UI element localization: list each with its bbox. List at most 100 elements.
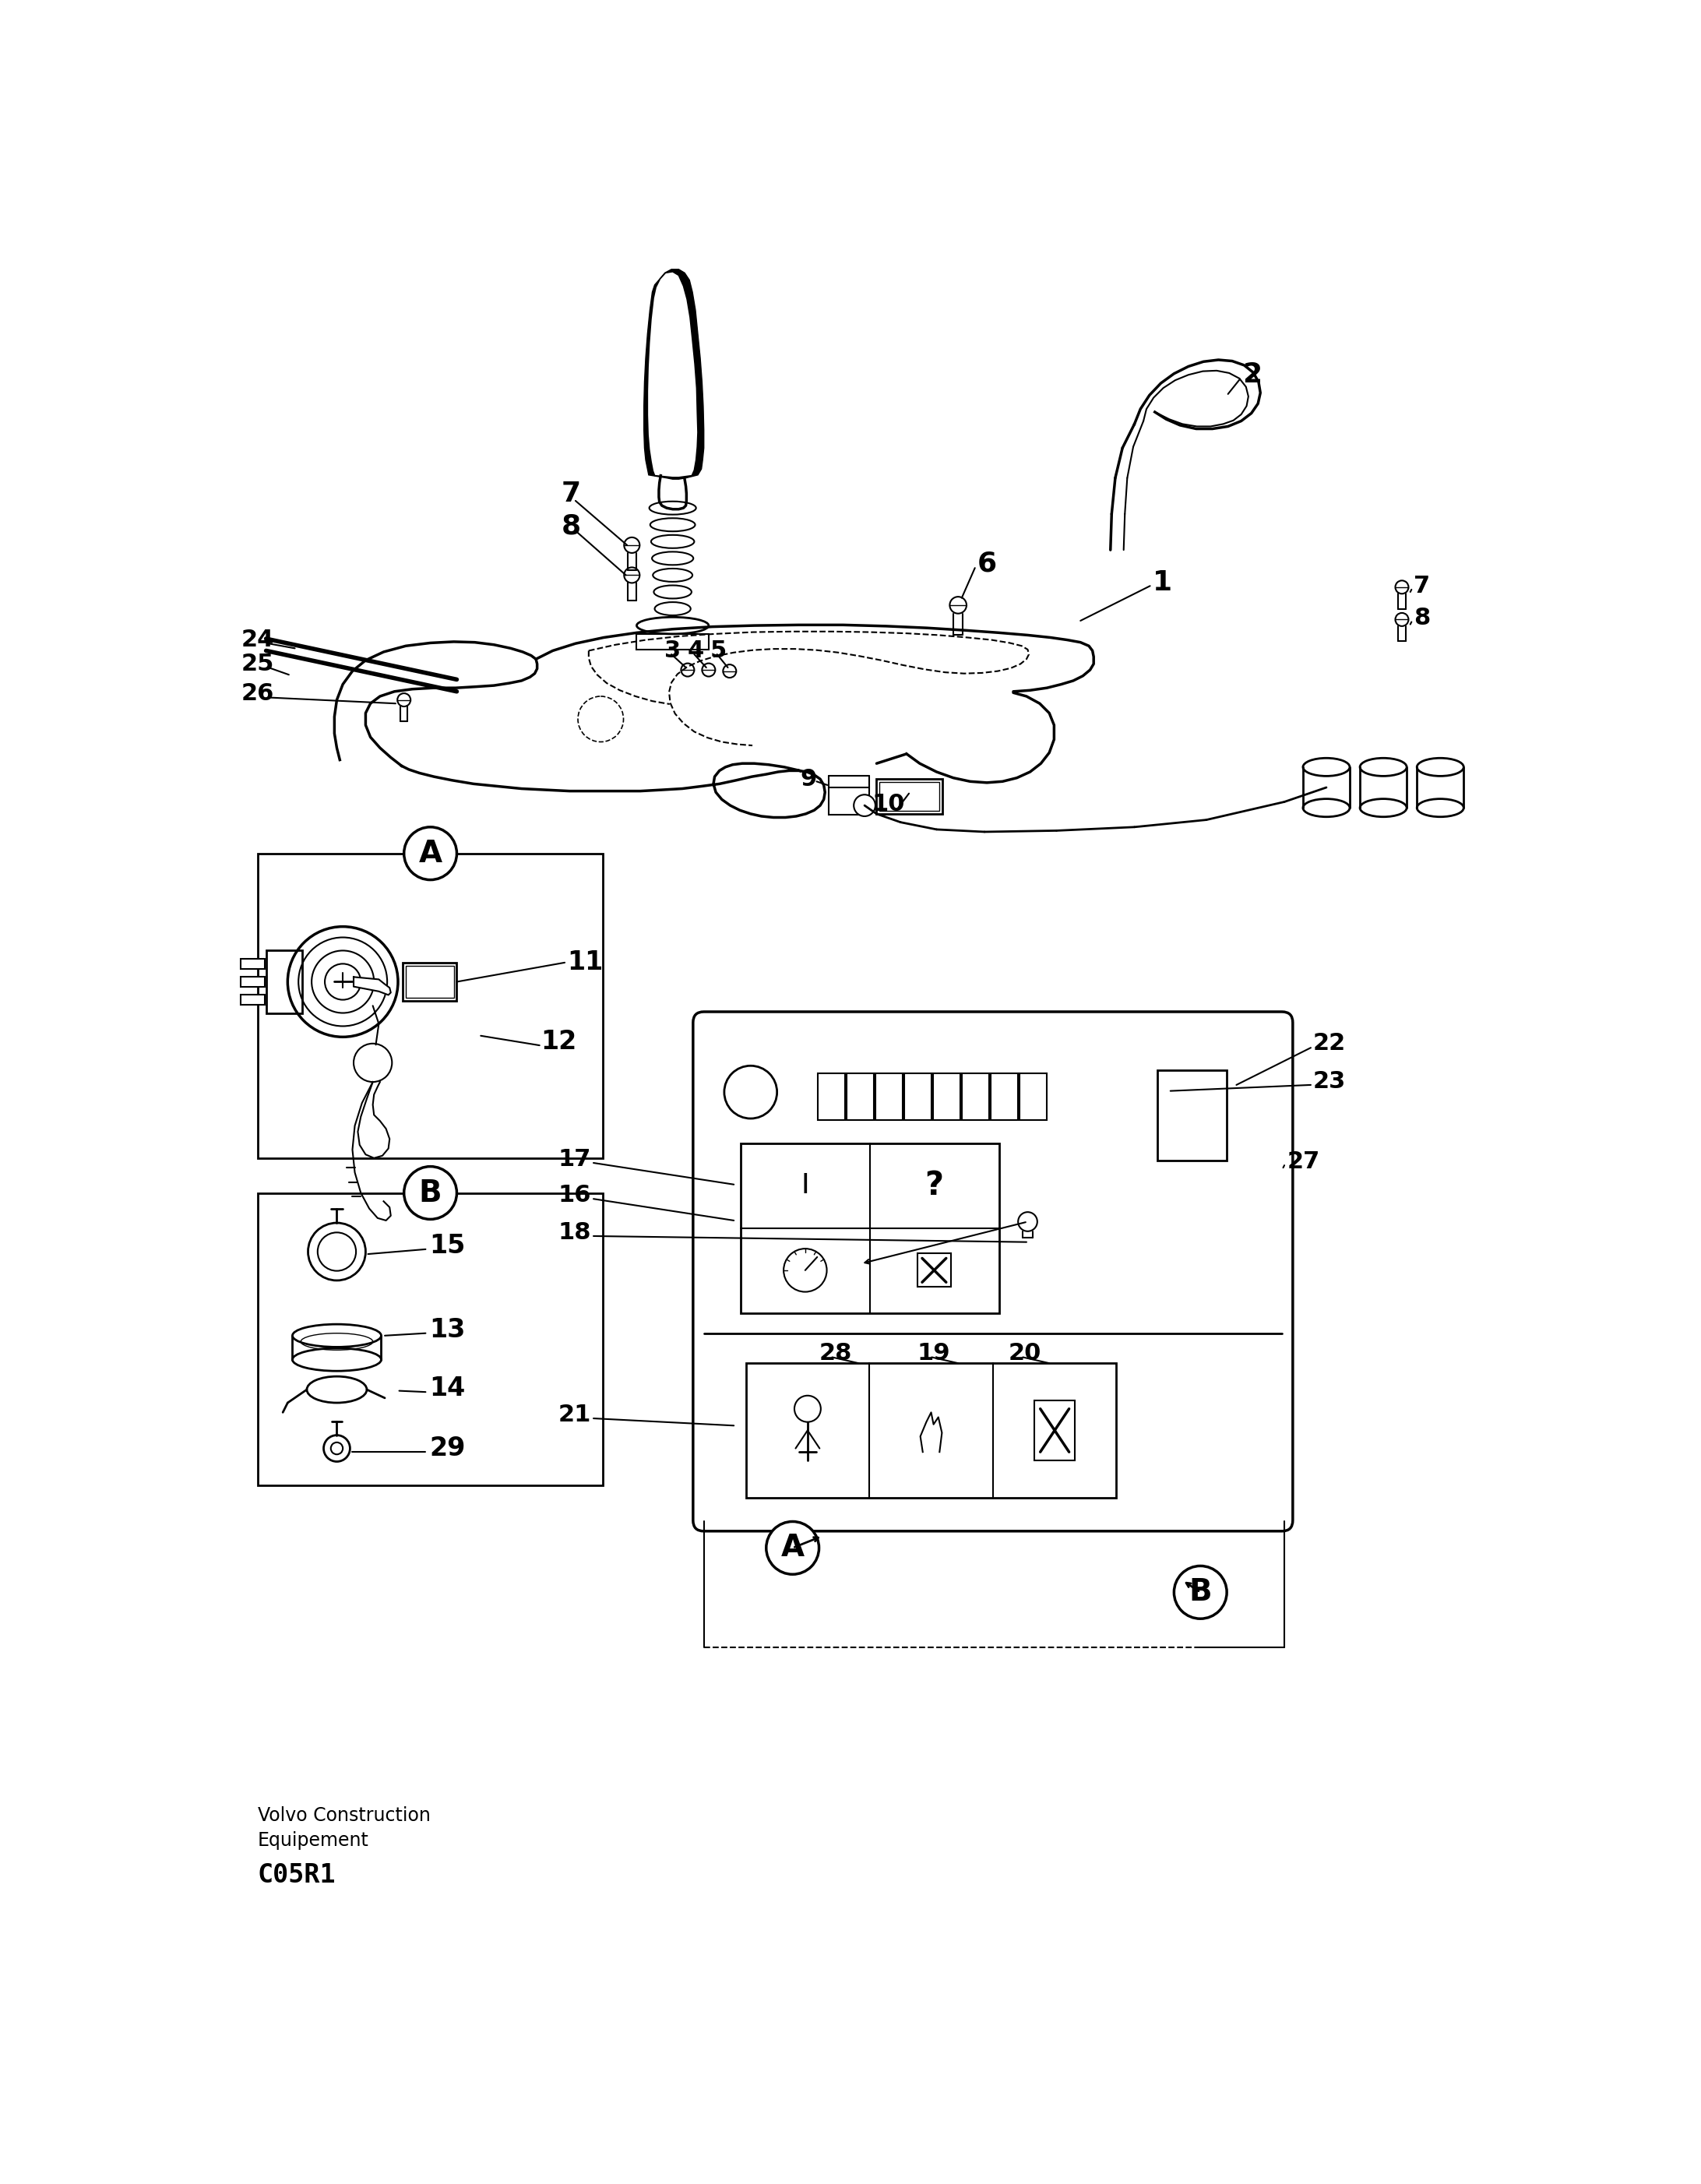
Circle shape [1395, 581, 1408, 594]
Text: B: B [1189, 1577, 1211, 1607]
Bar [932, 1072, 961, 1120]
Ellipse shape [651, 553, 694, 566]
Polygon shape [645, 269, 704, 478]
Bar [407, 965, 454, 998]
Text: 11: 11 [566, 950, 604, 976]
Bar [847, 1072, 874, 1120]
Text: 29: 29 [429, 1435, 466, 1461]
Bar [242, 996, 265, 1005]
Circle shape [854, 795, 876, 817]
Text: 7: 7 [1414, 574, 1431, 596]
Circle shape [624, 568, 640, 583]
Bar [1034, 1400, 1075, 1461]
Text: 7: 7 [561, 480, 580, 507]
Bar [745, 1363, 1116, 1498]
Bar [961, 1072, 990, 1120]
Text: 13: 13 [429, 1317, 466, 1343]
Text: 23: 23 [1313, 1070, 1345, 1092]
Circle shape [703, 664, 714, 677]
Text: Equipement: Equipement [257, 1830, 369, 1850]
Text: 6: 6 [978, 550, 997, 577]
Text: Ⅰ: Ⅰ [801, 1173, 810, 1199]
Text: 9: 9 [799, 769, 816, 791]
Circle shape [725, 1066, 777, 1118]
Text: 10: 10 [871, 793, 905, 815]
Text: 19: 19 [917, 1343, 951, 1365]
Text: 1: 1 [1152, 570, 1172, 596]
Text: B: B [418, 1177, 442, 1208]
Circle shape [323, 1435, 350, 1461]
Text: 25: 25 [242, 653, 274, 675]
Circle shape [325, 963, 361, 1000]
Text: 8: 8 [1414, 607, 1431, 629]
Ellipse shape [293, 1324, 381, 1348]
Text: 16: 16 [558, 1184, 592, 1206]
Text: 22: 22 [1313, 1031, 1345, 1055]
Text: C05R1: C05R1 [257, 1863, 337, 1889]
Ellipse shape [1359, 799, 1407, 817]
Ellipse shape [1359, 758, 1407, 775]
Ellipse shape [653, 585, 692, 598]
Bar [876, 1072, 903, 1120]
Text: 21: 21 [558, 1404, 592, 1426]
Ellipse shape [1303, 758, 1349, 775]
Circle shape [723, 664, 737, 677]
Circle shape [680, 664, 694, 677]
Ellipse shape [1417, 799, 1463, 817]
Text: 12: 12 [541, 1029, 577, 1055]
Text: 8: 8 [561, 513, 580, 539]
Text: 5: 5 [709, 640, 726, 662]
Polygon shape [648, 271, 697, 478]
Ellipse shape [650, 502, 696, 515]
Bar [917, 1254, 951, 1286]
Bar [990, 1072, 1019, 1120]
Bar [1019, 1072, 1046, 1120]
Text: Volvo Construction: Volvo Construction [257, 1806, 430, 1826]
Text: 15: 15 [429, 1232, 466, 1258]
Polygon shape [265, 638, 458, 692]
Ellipse shape [1417, 758, 1463, 775]
Bar [242, 976, 265, 987]
Text: 18: 18 [558, 1221, 592, 1243]
Bar [905, 1072, 932, 1120]
Bar [818, 1072, 845, 1120]
Circle shape [1395, 614, 1408, 627]
Text: 2: 2 [1242, 363, 1262, 389]
Text: A: A [781, 1533, 805, 1564]
Circle shape [403, 828, 458, 880]
Text: 28: 28 [818, 1343, 852, 1365]
Ellipse shape [306, 1376, 367, 1402]
Text: 3: 3 [665, 640, 680, 662]
Text: 27: 27 [1286, 1151, 1320, 1173]
Text: 24: 24 [242, 629, 274, 651]
Polygon shape [354, 976, 391, 996]
Ellipse shape [293, 1348, 381, 1372]
Bar [742, 1144, 998, 1313]
Text: A: A [418, 839, 442, 869]
Bar [879, 782, 939, 810]
Circle shape [398, 692, 410, 705]
Circle shape [949, 596, 966, 614]
FancyBboxPatch shape [692, 1011, 1293, 1531]
Bar [1157, 1070, 1226, 1160]
Circle shape [1174, 1566, 1226, 1618]
Bar [257, 854, 604, 1158]
Bar [403, 963, 458, 1000]
Text: 14: 14 [429, 1376, 464, 1402]
Bar [265, 950, 303, 1013]
Text: ?: ? [925, 1168, 944, 1201]
Circle shape [624, 537, 640, 553]
Ellipse shape [1303, 799, 1349, 817]
Bar [876, 780, 942, 815]
Ellipse shape [655, 603, 691, 616]
Circle shape [403, 1166, 458, 1219]
Bar [828, 788, 869, 815]
Ellipse shape [650, 518, 696, 531]
Circle shape [765, 1522, 818, 1575]
Text: 4: 4 [687, 640, 704, 662]
Text: 17: 17 [558, 1149, 592, 1171]
Ellipse shape [653, 568, 692, 581]
Text: 20: 20 [1009, 1343, 1041, 1365]
Bar [242, 959, 265, 968]
Bar [257, 1192, 604, 1485]
